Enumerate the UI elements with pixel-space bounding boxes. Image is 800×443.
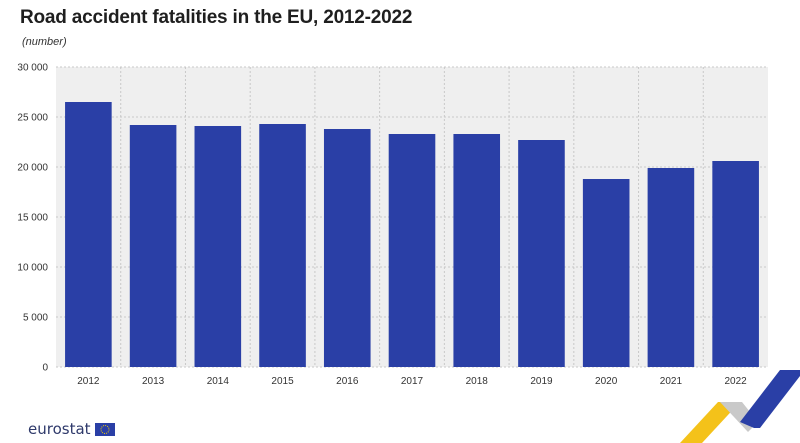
chart-title: Road accident fatalities in the EU, 2012… bbox=[20, 7, 413, 28]
y-tick-label: 25 000 bbox=[17, 113, 48, 124]
bar-2020 bbox=[582, 179, 630, 367]
bars bbox=[65, 102, 759, 367]
x-tick-label: 2019 bbox=[530, 376, 553, 387]
bar-2012 bbox=[65, 102, 112, 367]
bar-2018 bbox=[453, 134, 501, 367]
y-tick-label: 5 000 bbox=[23, 313, 48, 324]
bar-2017 bbox=[388, 134, 436, 367]
x-tick-label: 2014 bbox=[207, 376, 230, 387]
y-axis-ticks: 0 5 000 10 000 15 000 20 000 25 000 30 000 bbox=[17, 63, 48, 374]
x-tick-label: 2015 bbox=[271, 376, 294, 387]
bar-2015 bbox=[259, 124, 306, 367]
x-tick-label: 2016 bbox=[336, 376, 359, 387]
x-tick-label: 2020 bbox=[595, 376, 618, 387]
y-tick-label: 30 000 bbox=[17, 63, 48, 74]
footer bbox=[0, 410, 800, 443]
eu-flag-icon bbox=[94, 422, 115, 436]
y-tick-label: 0 bbox=[42, 363, 48, 374]
y-tick-label: 15 000 bbox=[17, 213, 48, 224]
bar-2021 bbox=[647, 168, 695, 367]
bar-2013 bbox=[129, 125, 177, 367]
y-tick-label: 10 000 bbox=[17, 263, 48, 274]
x-tick-label: 2012 bbox=[77, 376, 100, 387]
eurostat-logo: eurostat bbox=[28, 420, 115, 438]
x-tick-label: 2022 bbox=[725, 376, 748, 387]
corner-decoration-icon bbox=[680, 370, 800, 443]
x-tick-label: 2017 bbox=[401, 376, 424, 387]
bar-2016 bbox=[323, 129, 371, 367]
bar-2019 bbox=[518, 140, 565, 367]
logo-text: eurostat bbox=[28, 420, 91, 438]
bar-2022 bbox=[712, 161, 759, 367]
x-axis-ticks: 2012 2013 2014 2015 2016 2017 2018 2019 2020 2021… bbox=[77, 376, 747, 387]
x-tick-label: 2021 bbox=[660, 376, 683, 387]
x-tick-label: 2018 bbox=[466, 376, 489, 387]
chart-subtitle: (number) bbox=[22, 36, 67, 48]
x-tick-label: 2013 bbox=[142, 376, 165, 387]
y-tick-label: 20 000 bbox=[17, 163, 48, 174]
bar-2014 bbox=[194, 126, 242, 367]
